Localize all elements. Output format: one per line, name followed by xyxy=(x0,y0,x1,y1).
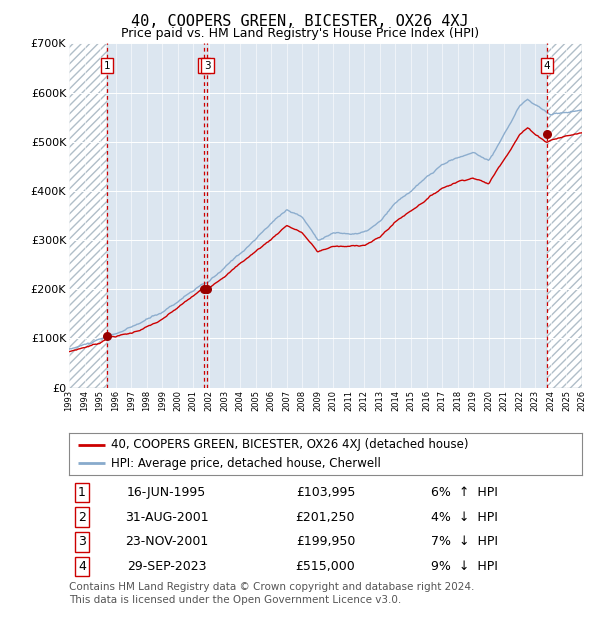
Text: HPI: Average price, detached house, Cherwell: HPI: Average price, detached house, Cher… xyxy=(111,456,381,469)
Text: 4: 4 xyxy=(544,61,550,71)
Text: 6%  ↑  HPI: 6% ↑ HPI xyxy=(431,486,497,498)
Text: 9%  ↓  HPI: 9% ↓ HPI xyxy=(431,560,497,573)
Text: 16-JUN-1995: 16-JUN-1995 xyxy=(127,486,206,498)
Text: 3: 3 xyxy=(78,536,86,548)
Text: 4: 4 xyxy=(78,560,86,573)
Text: 7%  ↓  HPI: 7% ↓ HPI xyxy=(431,536,497,548)
Text: 31-AUG-2001: 31-AUG-2001 xyxy=(125,511,208,523)
Text: 23-NOV-2001: 23-NOV-2001 xyxy=(125,536,208,548)
Text: 2: 2 xyxy=(78,511,86,523)
Text: £199,950: £199,950 xyxy=(296,536,355,548)
Text: £103,995: £103,995 xyxy=(296,486,355,498)
Text: £201,250: £201,250 xyxy=(296,511,355,523)
Text: 1: 1 xyxy=(78,486,86,498)
Text: Price paid vs. HM Land Registry's House Price Index (HPI): Price paid vs. HM Land Registry's House … xyxy=(121,27,479,40)
Text: 1: 1 xyxy=(104,61,110,71)
Text: 4%  ↓  HPI: 4% ↓ HPI xyxy=(431,511,497,523)
Text: £515,000: £515,000 xyxy=(296,560,355,573)
Text: 29-SEP-2023: 29-SEP-2023 xyxy=(127,560,206,573)
Text: 40, COOPERS GREEN, BICESTER, OX26 4XJ (detached house): 40, COOPERS GREEN, BICESTER, OX26 4XJ (d… xyxy=(111,438,469,451)
Text: Contains HM Land Registry data © Crown copyright and database right 2024.
This d: Contains HM Land Registry data © Crown c… xyxy=(69,582,475,604)
Text: 3: 3 xyxy=(204,61,211,71)
Text: 40, COOPERS GREEN, BICESTER, OX26 4XJ: 40, COOPERS GREEN, BICESTER, OX26 4XJ xyxy=(131,14,469,29)
Text: 2: 2 xyxy=(200,61,207,71)
